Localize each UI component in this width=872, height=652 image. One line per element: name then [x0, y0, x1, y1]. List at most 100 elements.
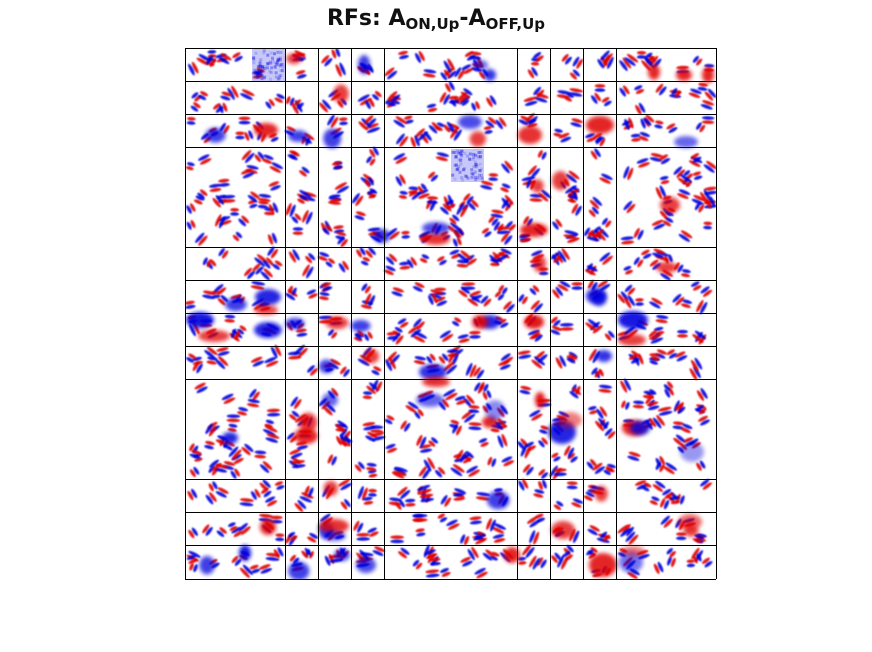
rf-gabor	[272, 260, 283, 270]
rf-gabor	[666, 123, 678, 134]
rf-gabor	[413, 356, 427, 365]
rf-gabor	[617, 291, 629, 304]
rf-gabor	[384, 67, 398, 80]
rf-gabor	[189, 562, 198, 573]
rf-gabor	[427, 171, 439, 182]
rf-gabor	[677, 174, 692, 187]
rf-texture	[451, 149, 484, 182]
rf-gabor	[434, 296, 448, 307]
rf-gabor	[186, 219, 196, 230]
rf-gabor	[287, 351, 302, 360]
rf-gabor	[426, 198, 436, 212]
rf-gabor	[666, 548, 676, 558]
rf-gabor	[501, 160, 514, 174]
rf-gabor	[259, 461, 273, 473]
rf-gabor	[362, 422, 376, 431]
rf-blob	[630, 421, 650, 435]
rf-gabor	[214, 284, 227, 296]
rf-gabor	[489, 551, 500, 561]
rf-gabor	[552, 286, 563, 299]
rf-gabor	[329, 194, 342, 203]
rf-gabor	[692, 171, 703, 180]
rf-gabor	[231, 555, 242, 566]
rf-gabor	[501, 456, 515, 467]
rf-gabor	[704, 88, 716, 101]
rf-gabor	[588, 206, 599, 218]
rf-gabor	[471, 101, 480, 111]
rf-gabor	[258, 564, 273, 574]
rf-gabor	[285, 203, 296, 217]
rf-gabor	[254, 151, 265, 163]
rf-gabor	[445, 200, 456, 209]
rf-gabor	[633, 257, 644, 268]
rf-gabor	[228, 522, 238, 531]
rf-gabor	[536, 557, 547, 569]
rf-gabor	[680, 299, 693, 308]
rf-gabor	[599, 173, 613, 184]
rf-gabor	[397, 318, 409, 328]
rf-gabor	[681, 269, 691, 278]
rf-gabor	[673, 166, 686, 178]
rf-gabor	[594, 84, 606, 92]
rf-gabor	[458, 286, 471, 298]
rf-gabor	[294, 99, 304, 109]
rf-gabor	[625, 531, 639, 545]
rf-gabor	[623, 166, 634, 181]
rf-gabor	[224, 314, 236, 323]
rf-gabor	[363, 331, 373, 341]
rf-gabor	[357, 486, 368, 501]
rf-gabor	[268, 181, 281, 191]
title-dash: -A	[459, 6, 486, 31]
rf-gabor	[395, 174, 406, 187]
rf-gabor	[321, 282, 333, 292]
rf-gabor	[550, 325, 562, 335]
rf-gabor	[653, 561, 664, 575]
rf-gabor	[596, 406, 608, 419]
rf-gabor	[217, 294, 229, 306]
rf-gabor	[426, 196, 439, 205]
rf-gabor	[641, 482, 652, 492]
rf-blob	[660, 197, 680, 213]
rf-gabor	[414, 50, 425, 64]
rf-gabor	[371, 366, 382, 376]
rf-gabor	[192, 361, 203, 374]
rf-gabor	[216, 527, 227, 537]
rf-gabor	[500, 183, 511, 193]
rf-gabor	[238, 215, 250, 227]
rf-blob	[518, 126, 542, 144]
rf-gabor	[302, 264, 314, 279]
rf-gabor	[209, 459, 222, 471]
rf-gabor	[487, 456, 497, 467]
rf-gabor	[260, 487, 272, 498]
rf-gabor	[697, 82, 709, 91]
rf-gabor	[465, 362, 477, 378]
rf-blob	[533, 254, 547, 273]
rf-gabor	[617, 524, 632, 537]
rf-gabor	[274, 93, 285, 103]
rf-gabor	[557, 280, 571, 292]
rf-gabor	[527, 516, 541, 528]
rf-gabor	[649, 356, 660, 365]
rf-gabor	[667, 556, 676, 568]
rf-gabor	[700, 286, 713, 297]
tile-grid	[185, 48, 717, 580]
rf-gabor	[254, 450, 267, 459]
rf-gabor	[688, 88, 702, 98]
rf-gabor	[695, 122, 706, 133]
rf-blob	[286, 53, 302, 65]
rf-gabor	[495, 117, 507, 130]
rf-gabor	[404, 498, 416, 507]
rf-gabor	[467, 546, 479, 561]
rf-gabor	[361, 283, 371, 294]
rf-gabor	[339, 366, 350, 377]
rf-gabor	[297, 194, 308, 204]
rf-gabor	[388, 497, 402, 506]
rf-gabor	[469, 51, 482, 60]
rf-blob	[472, 315, 488, 329]
rf-gabor	[289, 410, 300, 421]
rf-gabor	[570, 118, 583, 128]
rf-gabor	[351, 193, 364, 206]
rf-gabor	[204, 440, 215, 450]
rf-gabor	[635, 102, 646, 115]
rf-gabor	[646, 401, 660, 411]
